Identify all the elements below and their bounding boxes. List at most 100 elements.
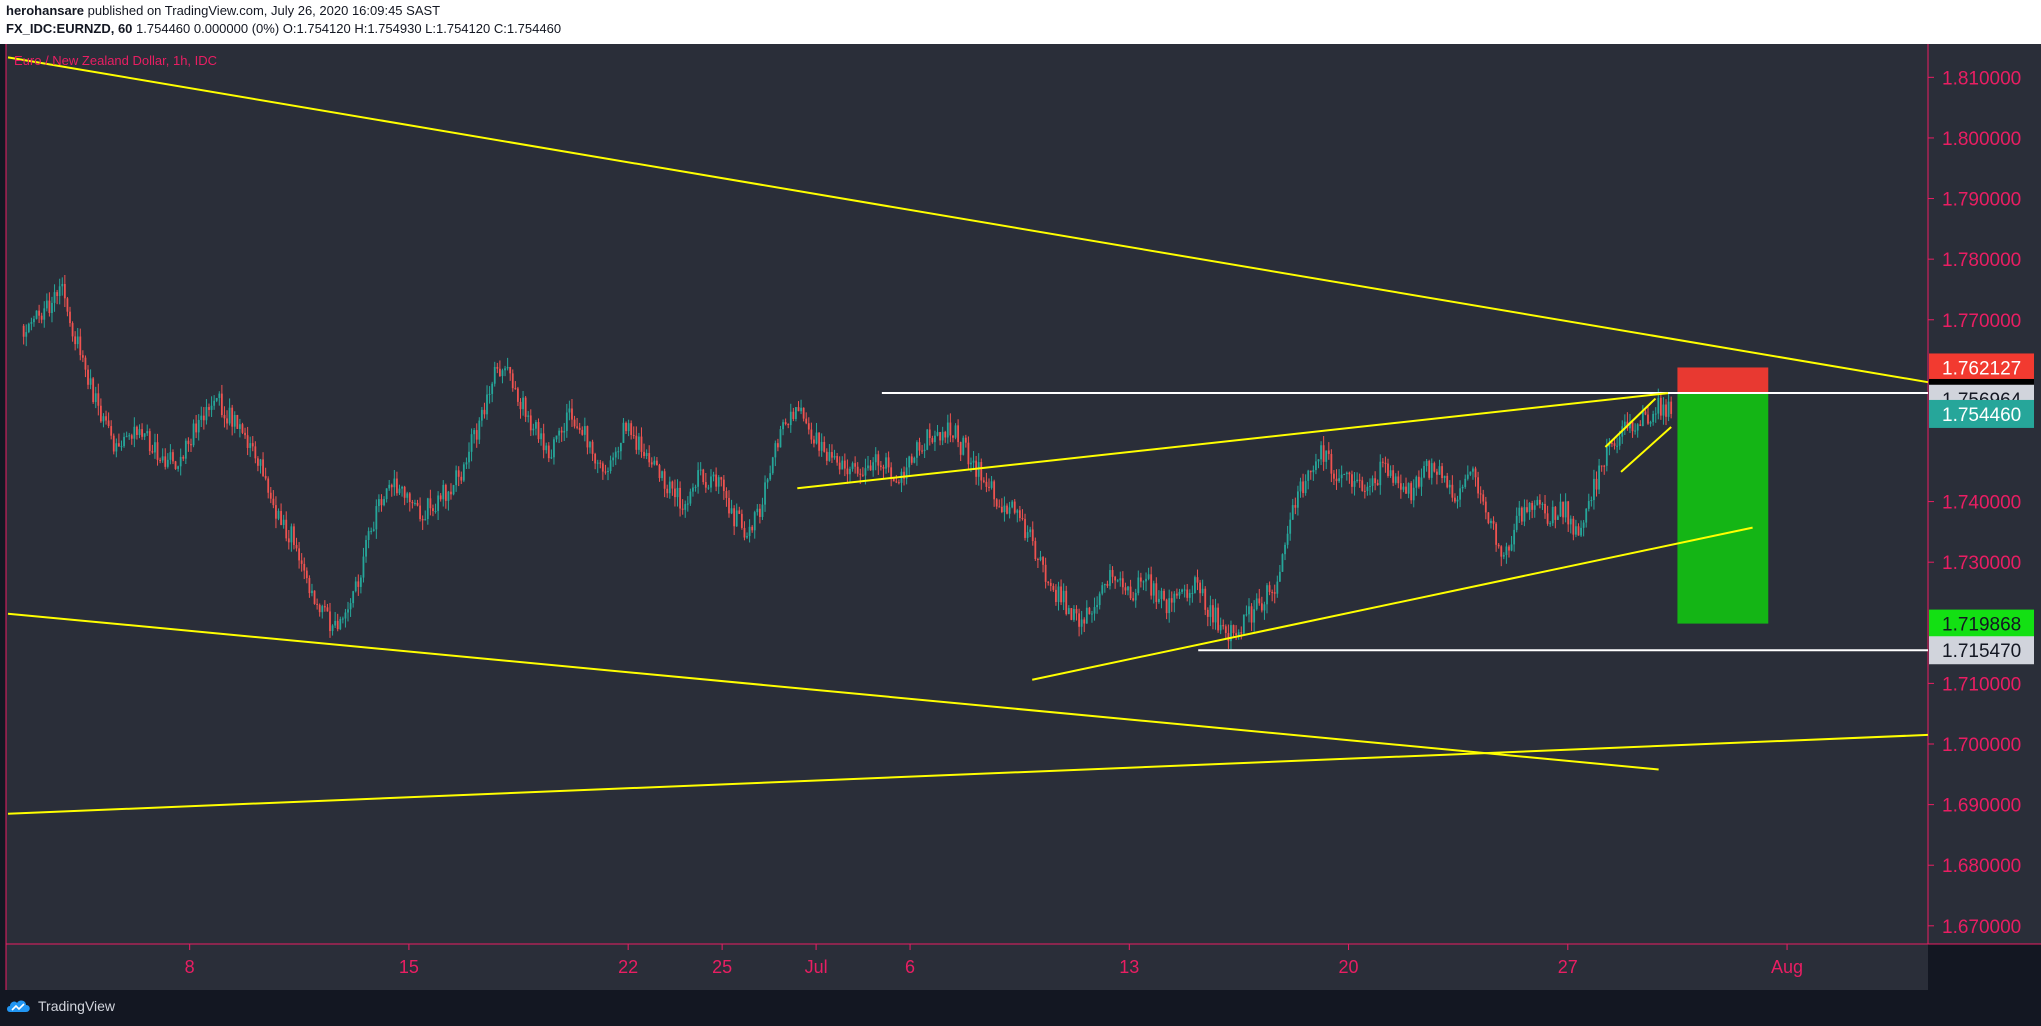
candle-body (921, 450, 923, 452)
candle-body (746, 536, 748, 538)
candle-body (66, 298, 69, 312)
candle-body (102, 416, 105, 422)
trendline (797, 392, 1669, 490)
candle-body (1518, 507, 1521, 516)
candle-body (535, 422, 537, 429)
candle-body (779, 429, 782, 448)
candle-body (846, 468, 849, 475)
candle-body (501, 370, 504, 377)
candle-body (1060, 586, 1062, 603)
candle-body (455, 470, 458, 486)
candle-body (1497, 544, 1500, 547)
candle-body (1016, 510, 1019, 513)
candle-body (581, 429, 584, 435)
candle-body (1580, 527, 1582, 536)
price-tick-label: 1.700000 (1942, 735, 2021, 756)
candle-body (650, 462, 653, 465)
candle-body (385, 488, 388, 500)
candle-body (1209, 605, 1212, 617)
plot-area[interactable] (6, 44, 1928, 944)
candle-body (1070, 608, 1073, 620)
candle-body (725, 491, 728, 498)
candle-body (151, 451, 154, 453)
candle-body (1103, 584, 1106, 586)
candle-body (1330, 453, 1333, 474)
candle-body (1598, 465, 1600, 490)
price-axis[interactable] (1928, 44, 2041, 944)
candle-body (1194, 577, 1196, 593)
candle-body (952, 435, 954, 438)
candle-body (1013, 501, 1016, 513)
candle-body (859, 473, 862, 475)
candle-body (676, 487, 679, 498)
candle-body (712, 474, 715, 477)
candle-body (872, 462, 875, 471)
candle-body (617, 451, 620, 453)
candle-body (656, 460, 658, 466)
candle-body (1461, 486, 1464, 489)
price-tick-label: 1.810000 (1942, 68, 2021, 89)
candle-body (349, 603, 352, 610)
candle-body (136, 426, 138, 435)
candle-body (426, 498, 429, 520)
candle-body (1145, 578, 1147, 582)
candle-body (753, 512, 756, 531)
candle-body (787, 424, 790, 426)
candle-body (74, 336, 77, 345)
candle-body (264, 475, 267, 479)
candle-body (1381, 461, 1384, 463)
candle-body (452, 485, 455, 495)
candle-body (993, 481, 996, 500)
candle-body (818, 432, 820, 451)
candle-body (622, 422, 625, 443)
trendline (1032, 526, 1753, 681)
candle-body (53, 292, 56, 303)
candle-body (959, 442, 962, 455)
candle-body (241, 424, 244, 433)
candle-body (1340, 474, 1343, 479)
candle-body (354, 581, 357, 592)
candle-body (1538, 499, 1541, 505)
candle-body (702, 469, 705, 483)
candle-body (1405, 486, 1407, 494)
candle-body (1333, 473, 1335, 479)
candle-body (1011, 501, 1014, 508)
candle-body (406, 493, 409, 498)
candle-body (532, 428, 535, 431)
candle-body (51, 302, 53, 314)
candle-body (401, 486, 403, 489)
candle-body (498, 368, 501, 377)
candle-body (447, 491, 450, 501)
candle-body (694, 486, 697, 488)
candle-body (1052, 585, 1055, 590)
candle-body (864, 468, 867, 476)
candle-body (403, 486, 406, 498)
candle-body (308, 578, 311, 594)
price-chart[interactable]: Euro / New Zealand Dollar, 1h, IDC 1.810… (0, 44, 2041, 990)
candle-body (908, 456, 911, 468)
candle-body (300, 560, 303, 564)
candle-body (1085, 607, 1088, 624)
candle-body (177, 466, 180, 469)
candle-body (1057, 586, 1060, 603)
symbol-label: FX_IDC:EURNZD, 60 (6, 21, 133, 36)
candle-body (607, 470, 609, 472)
candle-body (179, 456, 182, 467)
candle-body (980, 462, 983, 481)
tradingview-logo[interactable]: TradingView (6, 998, 115, 1014)
time-axis[interactable] (6, 944, 1928, 990)
candle-body (926, 429, 929, 450)
candle-body (411, 502, 414, 504)
candle-body (1299, 481, 1302, 492)
candle-body (836, 455, 839, 463)
candle-body (1510, 544, 1513, 551)
price-marker-box (1929, 353, 2034, 382)
publisher-name[interactable]: herohansare (6, 3, 85, 18)
candle-body (910, 456, 913, 463)
candle-body (1212, 605, 1214, 623)
candle-body (761, 504, 764, 517)
candle-body (1155, 583, 1158, 602)
candle-body (1531, 502, 1534, 510)
candle-body (22, 325, 25, 337)
candle-body (1353, 481, 1356, 487)
